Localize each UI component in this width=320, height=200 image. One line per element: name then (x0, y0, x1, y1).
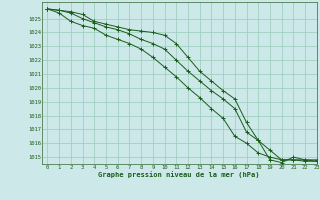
X-axis label: Graphe pression niveau de la mer (hPa): Graphe pression niveau de la mer (hPa) (99, 171, 260, 178)
